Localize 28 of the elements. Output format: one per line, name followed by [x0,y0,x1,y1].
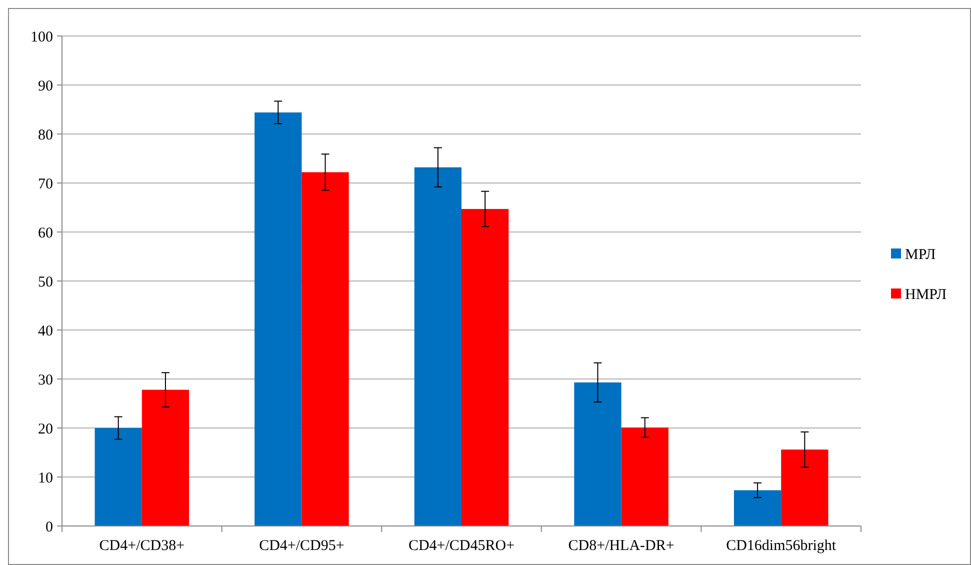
bar [254,112,302,526]
y-tick-label: 80 [38,127,53,144]
y-tick-label: 60 [38,225,53,242]
bar [781,450,828,526]
bar [734,490,782,526]
y-tick-label: 0 [46,519,53,536]
bar [414,167,462,526]
bar [142,390,190,526]
bar [574,382,622,526]
x-tick-label: CD16dim56bright [726,538,837,554]
legend-label: НМРЛ [905,286,947,303]
x-tick-label: CD4+/CD38+ [99,538,185,554]
y-tick-label: 30 [38,372,53,388]
x-tick-label: CD4+/CD45RO+ [408,538,515,554]
y-tick-label: 90 [38,78,53,94]
legend-label: МРЛ [905,246,936,263]
y-tick-label: 40 [38,323,53,340]
y-tick-label: 100 [30,29,53,46]
y-tick-label: 20 [38,421,53,438]
y-tick-label: 70 [38,176,53,192]
y-tick-label: 50 [38,274,53,290]
bar [621,428,668,526]
bar [462,208,509,526]
y-tick-label: 10 [38,470,53,486]
bar [94,428,142,526]
x-tick-label: CD8+/HLA-DR+ [568,538,674,554]
x-tick-label: CD4+/CD95+ [259,538,344,554]
bar [302,172,349,526]
